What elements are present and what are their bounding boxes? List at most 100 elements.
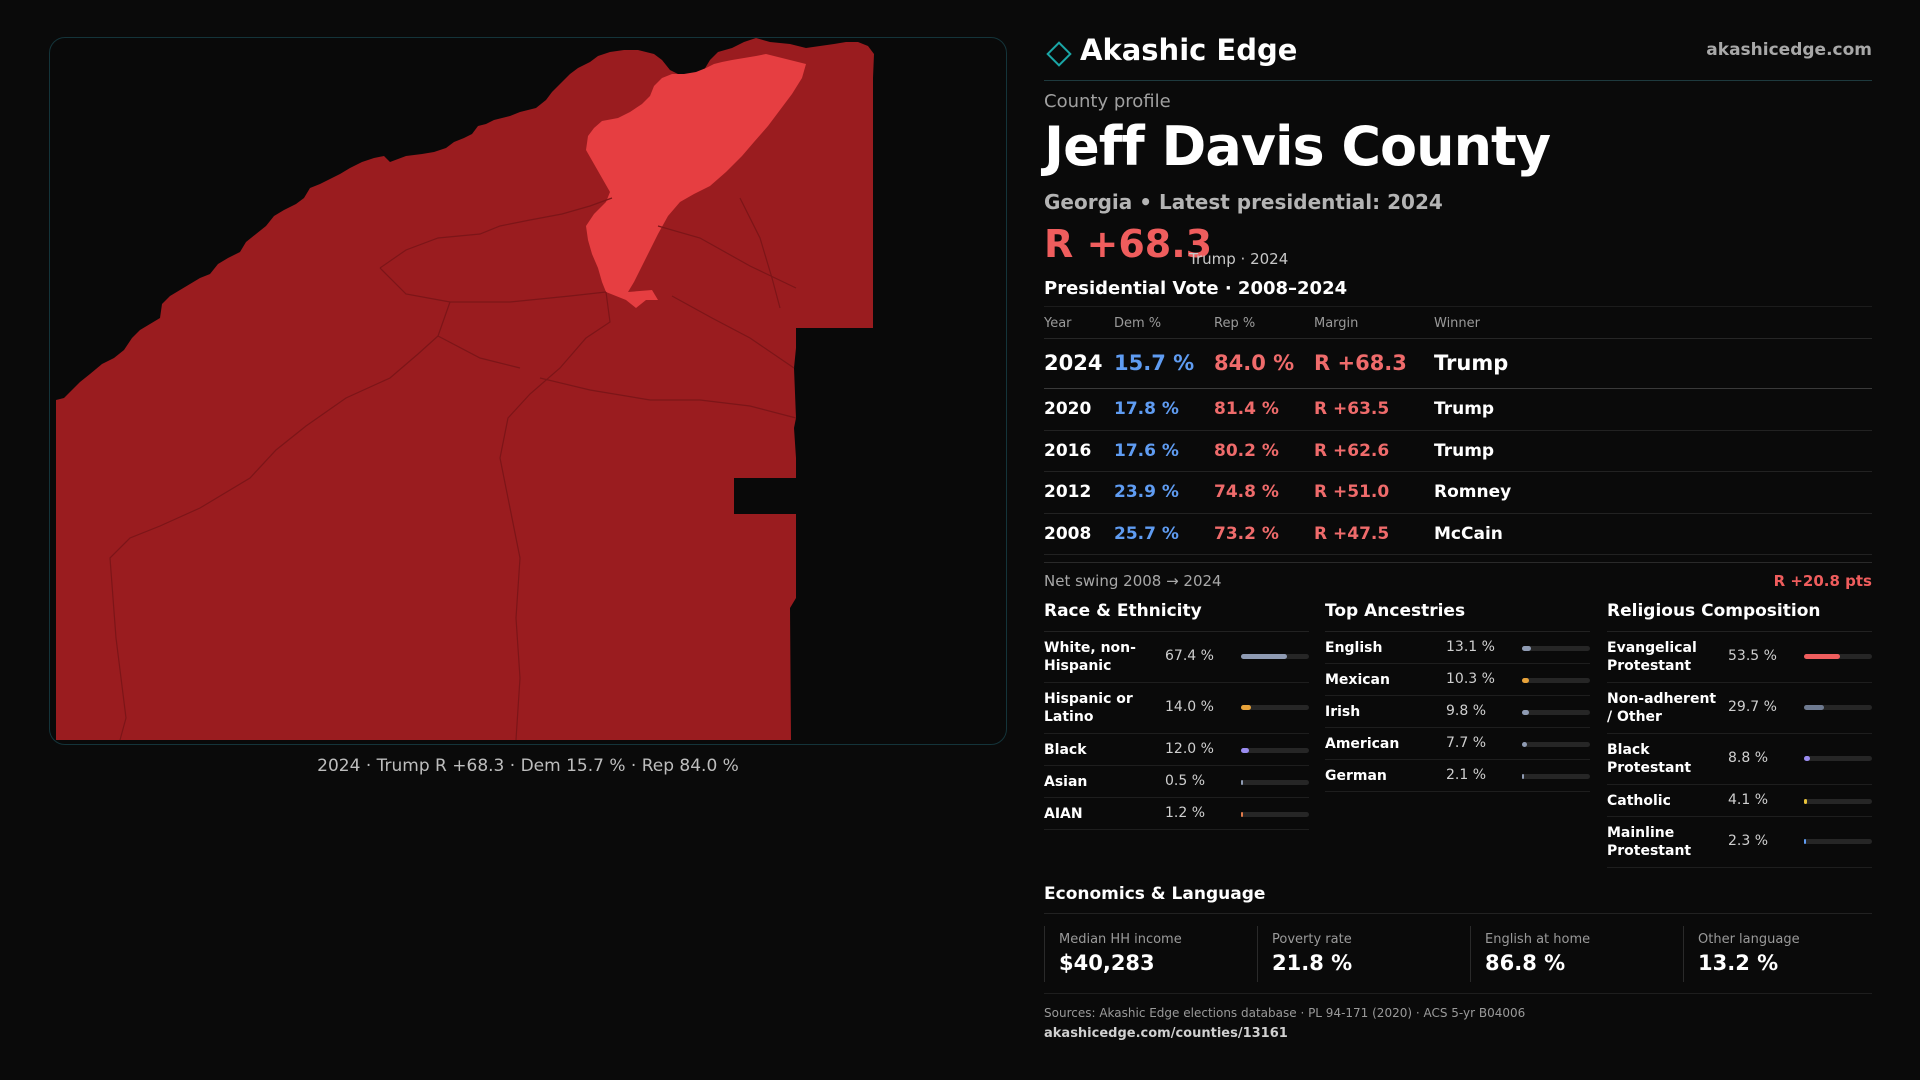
bar-track [1522, 742, 1590, 747]
cell-dem: 17.6 % [1114, 440, 1179, 461]
list-item: Irish 9.8 % [1325, 696, 1590, 728]
list-item: Asian 0.5 % [1044, 766, 1309, 798]
bar-fill [1804, 839, 1807, 844]
cell-year: 2012 [1044, 482, 1092, 502]
stat-other-language: Other language 13.2 % [1683, 926, 1883, 982]
brand-site-link[interactable]: akashicedge.com [1706, 40, 1872, 60]
sources-note: Sources: Akashic Edge elections database… [1044, 1006, 1526, 1020]
stat-english-at-home: English at home 86.8 % [1470, 926, 1670, 982]
column-header-dem: Dem % [1114, 316, 1162, 331]
cell-year: 2020 [1044, 399, 1092, 419]
item-label: Hispanic or Latino [1044, 691, 1133, 725]
bar-track [1804, 756, 1872, 761]
column-header-year: Year [1044, 316, 1072, 331]
race-section-title: Race & Ethnicity [1044, 601, 1309, 632]
cell-rep: 84.0 % [1214, 351, 1295, 375]
bar-fill [1241, 748, 1250, 753]
item-label: Evangelical Protestant [1607, 640, 1697, 674]
bar-track [1241, 654, 1309, 659]
bar-fill [1522, 646, 1531, 651]
cell-winner: Trump [1434, 399, 1495, 419]
stat-label: English at home [1485, 932, 1591, 947]
cell-winner: Trump [1434, 440, 1495, 461]
vote-table-header: Year Dem % Rep % Margin Winner [1044, 307, 1872, 339]
item-label: English [1325, 640, 1383, 656]
list-item: Mainline Protestant 2.3 % [1607, 817, 1872, 868]
cell-margin: R +63.5 [1314, 399, 1390, 419]
item-value: 8.8 % [1728, 750, 1769, 766]
cell-dem: 15.7 % [1114, 351, 1195, 375]
item-value: 67.4 % [1165, 648, 1214, 664]
column-header-rep: Rep % [1214, 316, 1256, 331]
county-region-highlight[interactable] [586, 54, 806, 308]
column-header-margin: Margin [1314, 316, 1359, 331]
item-value: 0.5 % [1165, 773, 1206, 789]
economics-section-title: Economics & Language [1044, 884, 1872, 914]
page-subtitle: Georgia • Latest presidential: 2024 [1044, 190, 1443, 214]
column-header-winner: Winner [1434, 316, 1481, 331]
list-item: Black Protestant 8.8 % [1607, 734, 1872, 785]
bar-track [1522, 774, 1590, 779]
bar-fill [1522, 742, 1528, 747]
item-label: American [1325, 736, 1400, 752]
cell-rep: 81.4 % [1214, 399, 1279, 419]
bar-fill [1522, 710, 1529, 715]
cell-margin: R +47.5 [1314, 523, 1390, 544]
item-label: Black Protestant [1607, 742, 1692, 776]
item-label: AIAN [1044, 806, 1083, 822]
race-section: Race & Ethnicity White, non-Hispanic 67.… [1044, 601, 1309, 830]
bar-track [1804, 799, 1872, 804]
bar-track [1241, 748, 1309, 753]
list-item: German 2.1 % [1325, 760, 1590, 792]
cell-year: 2016 [1044, 440, 1092, 461]
cell-dem: 17.8 % [1114, 399, 1179, 419]
net-swing-label: Net swing 2008 → 2024 [1044, 572, 1222, 590]
item-label: Black [1044, 742, 1087, 758]
brand-name: Akashic Edge [1080, 33, 1298, 67]
bar-track [1804, 705, 1872, 710]
table-row: 2024 15.7 % 84.0 % R +68.3 Trump [1044, 339, 1872, 389]
cell-year: 2024 [1044, 351, 1103, 375]
item-value: 4.1 % [1728, 792, 1769, 808]
bar-track [1522, 710, 1590, 715]
bar-track [1804, 839, 1872, 844]
ancestry-section-title: Top Ancestries [1325, 601, 1590, 632]
cell-margin: R +68.3 [1314, 351, 1407, 375]
item-value: 7.7 % [1446, 735, 1487, 751]
bar-fill [1804, 799, 1807, 804]
profile-panel: Akashic Edge akashicedge.com County prof… [1044, 0, 1872, 1080]
county-map[interactable] [49, 37, 1007, 745]
bar-track [1241, 705, 1309, 710]
county-url-link[interactable]: akashicedge.com/counties/13161 [1044, 1026, 1288, 1041]
bar-fill [1241, 705, 1251, 710]
bar-fill [1241, 812, 1244, 817]
cell-rep: 74.8 % [1214, 482, 1279, 502]
item-label: Catholic [1607, 793, 1671, 809]
bar-fill [1804, 756, 1810, 761]
stat-median-income: Median HH income $40,283 [1044, 926, 1244, 982]
item-label: Mainline Protestant [1607, 825, 1692, 859]
diamond-icon [1046, 41, 1072, 67]
bar-track [1522, 646, 1590, 651]
item-value: 9.8 % [1446, 703, 1487, 719]
bar-track [1241, 780, 1309, 785]
vote-section-title: Presidential Vote · 2008–2024 [1044, 278, 1348, 299]
stat-value: 86.8 % [1485, 951, 1566, 975]
item-value: 53.5 % [1728, 648, 1777, 664]
item-label: Mexican [1325, 672, 1390, 688]
map-caption: 2024 · Trump R +68.3 · Dem 15.7 % · Rep … [317, 756, 739, 776]
table-row: 2020 17.8 % 81.4 % R +63.5 Trump [1044, 389, 1872, 431]
item-label: German [1325, 768, 1387, 784]
list-item: Hispanic or Latino 14.0 % [1044, 683, 1309, 734]
table-row: 2012 23.9 % 74.8 % R +51.0 Romney [1044, 472, 1872, 514]
item-value: 2.3 % [1728, 833, 1769, 849]
item-label: White, non-Hispanic [1044, 640, 1136, 674]
list-item: White, non-Hispanic 67.4 % [1044, 632, 1309, 683]
page-kicker: County profile [1044, 91, 1171, 112]
table-row: 2008 25.7 % 73.2 % R +47.5 McCain [1044, 514, 1872, 555]
item-label: Irish [1325, 704, 1361, 720]
county-map-svg[interactable] [50, 38, 1007, 745]
bar-track [1804, 654, 1872, 659]
item-value: 10.3 % [1446, 671, 1495, 687]
latest-margin-note: Trump · 2024 [1189, 250, 1289, 268]
